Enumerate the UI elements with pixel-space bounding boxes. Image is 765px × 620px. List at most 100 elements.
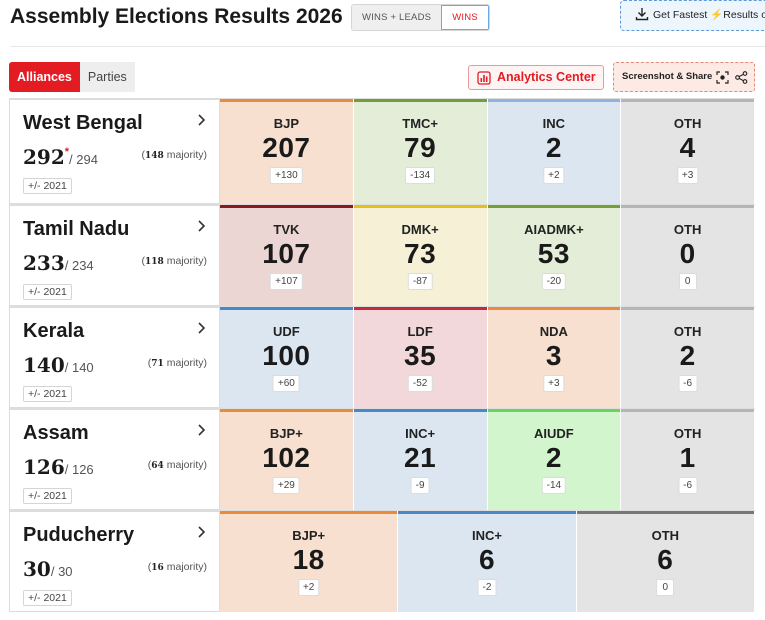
compare-2021-button[interactable]: +/- 2021 — [23, 178, 72, 194]
majority-number: 71 — [151, 359, 164, 369]
majority-word: majority — [166, 255, 204, 267]
seat-count: 0 — [679, 238, 696, 269]
party-cell[interactable]: AIUDF 2 -14 — [487, 409, 622, 510]
declared-seats: 140/ 140 — [23, 353, 94, 377]
party-cell[interactable]: UDF 100 +60 — [220, 307, 354, 408]
declared-count: 233 — [23, 251, 65, 275]
state-name: Kerala — [23, 320, 85, 342]
party-color-bar — [353, 205, 487, 208]
party-color-bar — [576, 511, 754, 514]
party-name: INC — [542, 116, 566, 131]
party-color-bar — [621, 99, 754, 102]
share-icon — [735, 71, 748, 84]
party-color-bar — [487, 409, 621, 412]
party-color-bar — [353, 99, 487, 102]
majority-number: 16 — [151, 563, 164, 573]
party-cell[interactable]: TMC+ 79 -134 — [353, 99, 488, 204]
party-name: BJP — [273, 116, 300, 131]
party-cell[interactable]: OTH 0 0 — [621, 205, 755, 306]
chevron-right-icon[interactable] — [197, 220, 206, 232]
party-cell[interactable]: INC+ 21 -9 — [353, 409, 488, 510]
majority-number: 64 — [151, 461, 164, 471]
party-color-bar — [353, 409, 487, 412]
seat-change-badge: -87 — [407, 273, 433, 290]
seat-count: 73 — [404, 238, 437, 269]
state-row: Assam 126/ 126 (64 majority) +/- 2021 BJP+ 10… — [9, 408, 755, 510]
tab-parties[interactable]: Parties — [79, 62, 135, 92]
party-cell[interactable]: NDA 3 +3 — [487, 307, 622, 408]
state-card[interactable]: Puducherry 30/ 30 (16 majority) +/- 2021 — [9, 511, 220, 612]
party-color-bar — [487, 99, 621, 102]
party-name: UDF — [273, 324, 300, 339]
party-name: TVK — [273, 222, 300, 237]
majority-word: majority — [166, 149, 204, 161]
party-color-bar — [220, 307, 353, 310]
get-fastest-results-button[interactable]: Get Fastest ⚡Results o — [620, 0, 765, 31]
compare-2021-button[interactable]: +/- 2021 — [23, 386, 72, 402]
chevron-right-icon[interactable] — [197, 114, 206, 126]
analytics-center-button[interactable]: Analytics Center — [468, 65, 604, 90]
party-cell[interactable]: TVK 107 +107 — [220, 205, 354, 306]
chevron-right-icon[interactable] — [197, 322, 206, 334]
declared-count: 126 — [23, 455, 65, 479]
seat-change-badge: -52 — [407, 375, 433, 392]
declared-seats: 233/ 234 — [23, 251, 94, 275]
top-bar: Assembly Elections Results 2026 WINS + L… — [0, 0, 765, 46]
party-cell[interactable]: INC 2 +2 — [487, 99, 622, 204]
party-name: AIUDF — [534, 426, 574, 441]
seat-change-badge: +2 — [297, 579, 320, 596]
seat-count: 79 — [404, 132, 437, 163]
majority-word: majority — [166, 459, 204, 471]
party-cell[interactable]: BJP 207 +130 — [220, 99, 354, 204]
party-color-bar — [353, 307, 487, 310]
party-cell[interactable]: BJP+ 18 +2 — [220, 511, 399, 612]
seat-count: 6 — [657, 544, 674, 575]
seat-change-badge: +107 — [270, 273, 303, 290]
declared-count: 140 — [23, 353, 65, 377]
party-color-bar — [621, 409, 754, 412]
state-card[interactable]: Tamil Nadu 233/ 234 (118 majority) +/- 2021 — [9, 205, 220, 306]
majority-mark: (64 majority) — [147, 459, 207, 471]
seat-count: 2 — [545, 442, 562, 473]
seat-change-badge: +60 — [272, 375, 300, 392]
declared-seats: 126/ 126 — [23, 455, 94, 479]
state-name: Tamil Nadu — [23, 218, 130, 240]
party-cell[interactable]: OTH 1 -6 — [621, 409, 755, 510]
share-label: Screenshot & Share — [622, 71, 713, 82]
state-card[interactable]: West Bengal 292*/ 294 (148 majority) +/- 20… — [9, 99, 220, 204]
seat-count: 18 — [292, 544, 325, 575]
state-row: West Bengal 292*/ 294 (148 majority) +/- 20… — [9, 98, 755, 204]
party-cell[interactable]: BJP+ 102 +29 — [220, 409, 354, 510]
party-cell[interactable]: LDF 35 -52 — [353, 307, 488, 408]
total-seats: / 30 — [50, 564, 73, 579]
party-cell[interactable]: INC+ 6 -2 — [398, 511, 577, 612]
party-cell[interactable]: OTH 6 0 — [576, 511, 755, 612]
compare-2021-button[interactable]: +/- 2021 — [23, 488, 72, 504]
total-seats: / 234 — [64, 258, 94, 273]
party-cell[interactable]: AIADMK+ 53 -20 — [487, 205, 622, 306]
state-card[interactable]: Assam 126/ 126 (64 majority) +/- 2021 — [9, 409, 220, 510]
party-name: OTH — [673, 222, 702, 237]
compare-2021-button[interactable]: +/- 2021 — [23, 590, 72, 606]
party-color-bar — [220, 409, 353, 412]
toggle-wins[interactable]: WINS — [441, 5, 489, 30]
compare-2021-button[interactable]: +/- 2021 — [23, 284, 72, 300]
party-cell[interactable]: DMK+ 73 -87 — [353, 205, 488, 306]
chevron-right-icon[interactable] — [197, 526, 206, 538]
party-cell[interactable]: OTH 2 -6 — [621, 307, 755, 408]
toggle-wins-leads[interactable]: WINS + LEADS — [352, 5, 442, 30]
state-name: Assam — [23, 422, 89, 444]
state-card[interactable]: Kerala 140/ 140 (71 majority) +/- 2021 — [9, 307, 220, 408]
declared-count: 30 — [23, 557, 51, 581]
tab-alliances[interactable]: Alliances — [9, 62, 80, 92]
screenshot-share-button[interactable]: Screenshot & Share — [613, 62, 755, 92]
chevron-right-icon[interactable] — [197, 424, 206, 436]
seat-change-badge: 0 — [678, 273, 697, 290]
seat-count: 53 — [537, 238, 570, 269]
party-color-bar — [398, 511, 576, 514]
seat-count: 6 — [478, 544, 496, 575]
seat-change-badge: +3 — [676, 167, 699, 184]
seat-change-badge: +2 — [543, 167, 565, 184]
screenshot-icon — [716, 71, 729, 84]
party-cell[interactable]: OTH 4 +3 — [621, 99, 755, 204]
